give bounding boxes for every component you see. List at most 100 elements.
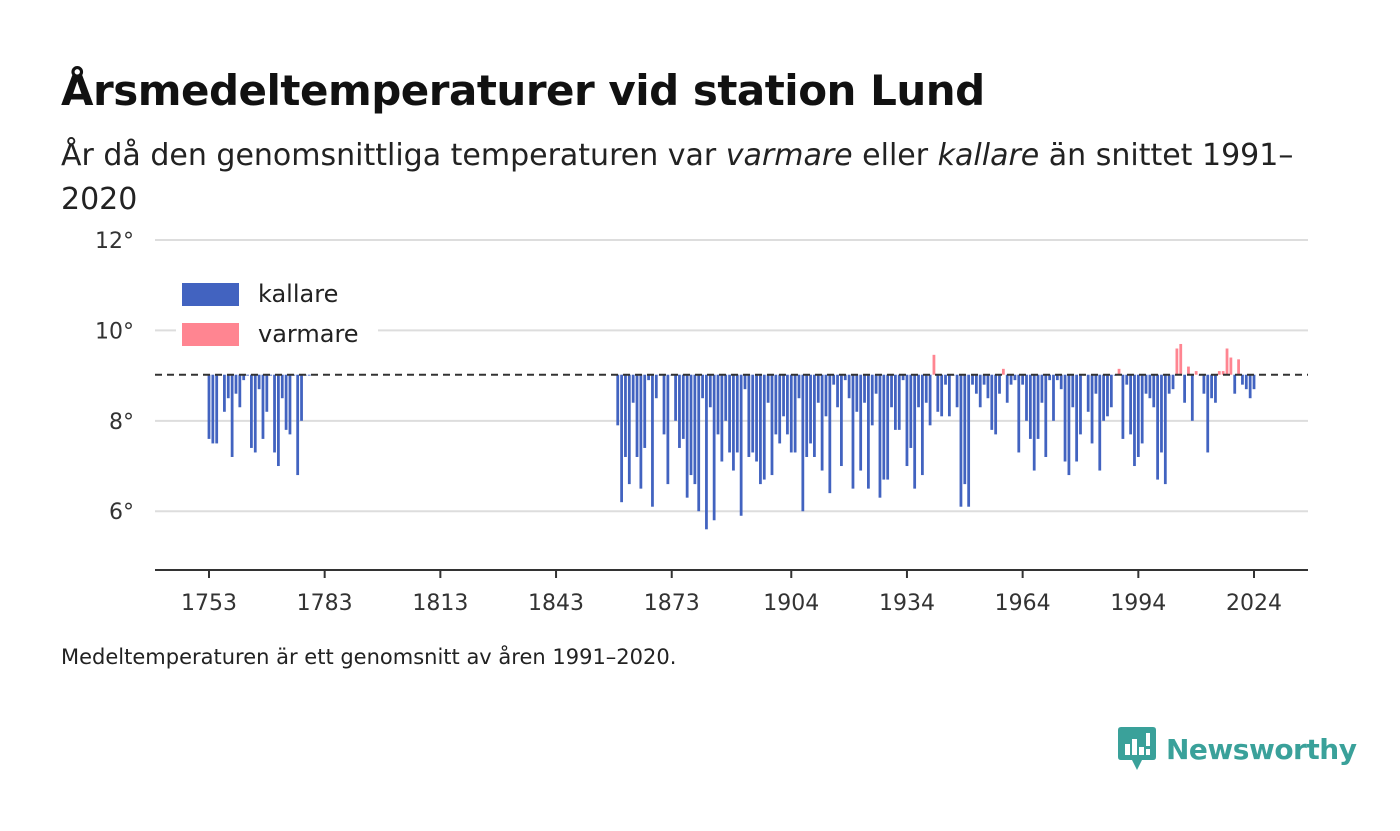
x-tick-label: 2024 [1226,591,1282,616]
bar-cold [924,374,928,403]
bar-cold [920,374,924,476]
x-tick-label: 1783 [297,591,353,616]
bar-cold [1094,374,1098,394]
bar-cold [728,374,731,453]
bar-cold [1079,374,1082,435]
bar-cold [782,374,785,417]
bar-cold [662,374,666,435]
bar-cold [1109,374,1113,408]
bar-cold [1059,374,1063,390]
bar-cold [1167,374,1171,394]
bar-cold [936,374,940,412]
bar-cold [246,374,249,376]
y-tick-label: 6° [109,500,134,525]
brand-logo: Newsworthy [1118,727,1357,771]
bar-warm [1229,357,1233,375]
bar-cold [215,374,219,444]
bar-cold [751,374,755,453]
bar-cold [832,374,836,385]
bar-cold [855,374,859,412]
bar-cold [1063,374,1067,462]
bar-cold [1233,374,1237,394]
bar-cold [1017,374,1021,453]
bar-cold [870,374,874,426]
bar-cold [1252,374,1256,390]
bar-cold [223,374,226,412]
bar-cold [994,374,998,435]
bar-cold [1055,374,1059,381]
bar-cold [1121,374,1125,439]
x-tick-label: 1753 [181,591,237,616]
bar-cold [631,374,635,403]
bar-cold [296,374,300,476]
bar-cold [793,374,797,453]
bar-cold [824,374,828,417]
bar-cold [1140,374,1144,444]
x-tick-label: 1934 [879,591,935,616]
bar-cold [635,374,639,457]
bar-cold [238,374,242,408]
bar-cold [300,374,303,421]
bar-cold [647,374,650,381]
bar-cold [693,374,697,485]
subtitle-text-2: eller [852,138,938,173]
bar-cold [759,374,762,485]
y-axis-labels: 6° 8° 10° 12° [95,229,134,525]
bar-cold [1214,374,1217,403]
bar-cold [778,374,782,444]
bar-cold [886,374,890,480]
bar-warm [1187,366,1190,375]
bar-cold [809,374,812,444]
bar-cold [1152,374,1156,408]
bar-cold [774,374,778,435]
bar-cold [1005,374,1009,403]
bar-cold [1071,374,1075,408]
bar-cold [863,374,866,403]
bar-cold [1040,374,1044,403]
bar-cold [990,374,994,430]
bar-cold [940,374,944,417]
bar-cold [1202,374,1206,394]
bar-cold [897,374,901,430]
bar-cold [893,374,897,430]
bar-cold [874,374,878,394]
bar-cold [836,374,839,408]
bar-cold [739,374,743,516]
bar-cold [955,374,959,408]
bar-cold [1021,374,1025,385]
bar-cold [1144,374,1148,394]
subtitle-warm-word: varmare [725,138,853,173]
newsworthy-logo-icon [1118,727,1156,770]
bar-cold [620,374,623,503]
x-tick-label: 1873 [644,591,700,616]
bar-cold [207,374,211,439]
bar-cold [1032,374,1036,471]
bar-cold [1171,374,1175,390]
bar-cold [843,374,847,381]
x-tick-label: 1813 [412,591,468,616]
bar-cold [261,374,265,439]
bar-cold [755,374,758,462]
bar-warm [1194,371,1198,375]
bar-cold [1086,374,1090,412]
bar-cold [226,374,230,399]
bar-cold [724,374,728,421]
bar-cold [982,374,986,385]
bar-cold [1013,374,1017,381]
bar-cold [743,374,747,390]
bar-cold [273,374,276,453]
subtitle-text-1: År då den genomsnittliga temperaturen va… [61,138,726,173]
bar-cold [1163,374,1167,485]
bar-cold [978,374,982,408]
bar-cold [947,374,951,417]
bar-cold [651,374,654,507]
y-tick-label: 12° [95,229,134,254]
bar-cold [250,374,253,448]
bar-warm [1179,343,1183,375]
bar-cold [901,374,905,381]
bar-cold [689,374,693,476]
legend: kallare varmare [176,276,378,350]
bar-cold [747,374,751,457]
bar-cold [1090,374,1094,444]
bar-cold [211,374,215,444]
